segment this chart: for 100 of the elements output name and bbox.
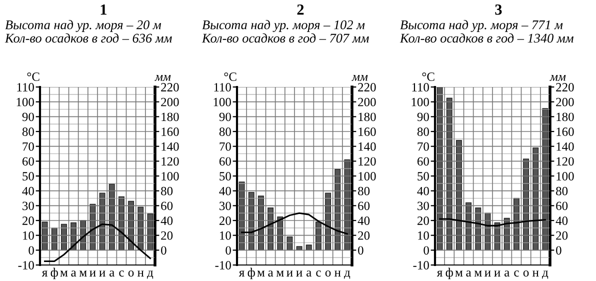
- y-tick-label: 20: [22, 216, 34, 225]
- x-tick-label: а: [268, 270, 274, 277]
- y2-tick-label: 0: [161, 246, 166, 255]
- y2-tick-label: 140: [162, 142, 179, 151]
- y-tick-label: 30: [220, 202, 231, 210]
- x-tick-label: а: [71, 270, 76, 277]
- y-tick-label: 0: [226, 246, 231, 255]
- y2-tick-label: 120: [556, 157, 574, 166]
- y-tick-label: 60: [22, 157, 34, 166]
- y-tick-label: 90: [219, 112, 231, 122]
- bar: [542, 108, 548, 251]
- y-tick-label: -10: [215, 261, 231, 270]
- y-tick-label: 60: [219, 157, 231, 166]
- y2-tick-label: 0: [358, 246, 364, 255]
- y2-tick-label: 120: [162, 157, 179, 166]
- y-tick-label: 70: [220, 142, 231, 151]
- y2-tick-label: 180: [162, 112, 179, 122]
- bar: [456, 140, 462, 251]
- y2-tick-label: 20: [358, 231, 370, 240]
- y-tick-label: 50: [220, 172, 231, 180]
- y-tick-label: 50: [22, 172, 34, 180]
- chart-title: 1: [100, 4, 106, 15]
- x-tick-label: и: [494, 270, 500, 276]
- x-tick-label: и: [286, 270, 293, 276]
- x-tick-label: ф: [50, 268, 58, 280]
- y-tick-label: 80: [417, 128, 429, 136]
- y-tick-label: 90: [417, 112, 429, 122]
- y-tick-label: 60: [417, 157, 429, 166]
- y2-axis-title: мм: [352, 75, 368, 81]
- y2-tick-label: 80: [358, 186, 370, 196]
- y2-tick-label: 80: [161, 186, 173, 196]
- x-tick-label: а: [504, 270, 510, 277]
- y2-axis-title: мм: [550, 75, 566, 81]
- y-tick-label: 20: [417, 216, 429, 225]
- chart-title: 3: [495, 4, 502, 15]
- x-tick-label: н: [334, 270, 341, 276]
- x-tick-label: м: [474, 270, 482, 276]
- line-series: [44, 223, 151, 262]
- x-tick-label: д: [542, 270, 548, 279]
- x-tick-label: я: [42, 270, 48, 276]
- x-tick-label: а: [110, 270, 114, 277]
- y2-tick-label: 140: [358, 142, 376, 151]
- y-tick-label: 50: [418, 172, 429, 180]
- y-tick-label: 10: [220, 231, 231, 240]
- bar: [436, 87, 443, 251]
- y-tick-label: 110: [412, 83, 429, 92]
- x-tick-label: м: [79, 270, 87, 276]
- y2-tick-label: 80: [556, 186, 568, 196]
- x-tick-label: м: [455, 270, 463, 276]
- chart-title: 2: [297, 4, 304, 15]
- x-tick-label: я: [436, 270, 442, 276]
- y-axis-title: °C: [224, 72, 236, 81]
- y2-tick-label: 160: [358, 128, 376, 136]
- x-tick-label: а: [306, 270, 312, 277]
- y2-tick-label: 60: [358, 202, 370, 210]
- x-tick-label: с: [514, 270, 519, 277]
- y-tick-label: 80: [22, 128, 34, 136]
- y2-tick-label: 220: [161, 83, 179, 92]
- x-tick-label: н: [138, 270, 144, 276]
- y-tick-label: 30: [418, 202, 429, 210]
- x-tick-label: о: [523, 270, 529, 277]
- x-tick-label: ф: [248, 268, 255, 280]
- y-axis-title: °C: [27, 72, 40, 81]
- x-tick-label: я: [238, 270, 244, 276]
- y-tick-label: 70: [418, 142, 429, 151]
- y2-tick-label: 200: [556, 98, 574, 106]
- y-tick-label: 40: [219, 186, 231, 196]
- y2-tick-label: 220: [358, 83, 376, 92]
- y-tick-label: 40: [22, 186, 34, 196]
- bar: [532, 147, 539, 251]
- y-axis-title: °C: [422, 72, 434, 81]
- x-tick-label: м: [257, 270, 265, 276]
- y-tick-label: 70: [22, 142, 34, 151]
- y-tick-label: 80: [219, 128, 231, 136]
- y-tick-label: 110: [214, 83, 231, 92]
- x-tick-label: с: [119, 270, 124, 277]
- y-tick-label: -10: [18, 261, 34, 270]
- y2-tick-label: 20: [161, 231, 173, 240]
- bar: [147, 213, 154, 251]
- y2-tick-label: 0: [556, 246, 562, 255]
- y-tick-label: 0: [424, 246, 429, 255]
- y2-tick-label: 160: [162, 128, 179, 136]
- y-tick-label: 10: [418, 231, 429, 240]
- y2-tick-label: 160: [556, 128, 574, 136]
- bar: [42, 222, 48, 251]
- x-tick-label: н: [532, 270, 539, 276]
- y2-axis-title: мм: [154, 75, 171, 81]
- y2-tick-label: 140: [556, 142, 574, 151]
- y-tick-label: 110: [17, 83, 34, 92]
- x-tick-label: и: [90, 270, 96, 276]
- x-tick-label: ф: [446, 268, 453, 280]
- y2-tick-label: 220: [556, 83, 574, 92]
- y2-tick-label: 100: [162, 172, 179, 180]
- y2-tick-label: 180: [358, 112, 376, 122]
- chart-subtitle: Высота над ур. моря – 20 м Кол-во осадков в год – 636 мм: [4, 20, 172, 43]
- y-tick-label: 40: [417, 186, 429, 196]
- x-tick-label: и: [296, 270, 302, 276]
- y-tick-label: -10: [413, 261, 429, 270]
- x-tick-label: м: [276, 270, 284, 276]
- y-tick-label: 90: [22, 112, 34, 122]
